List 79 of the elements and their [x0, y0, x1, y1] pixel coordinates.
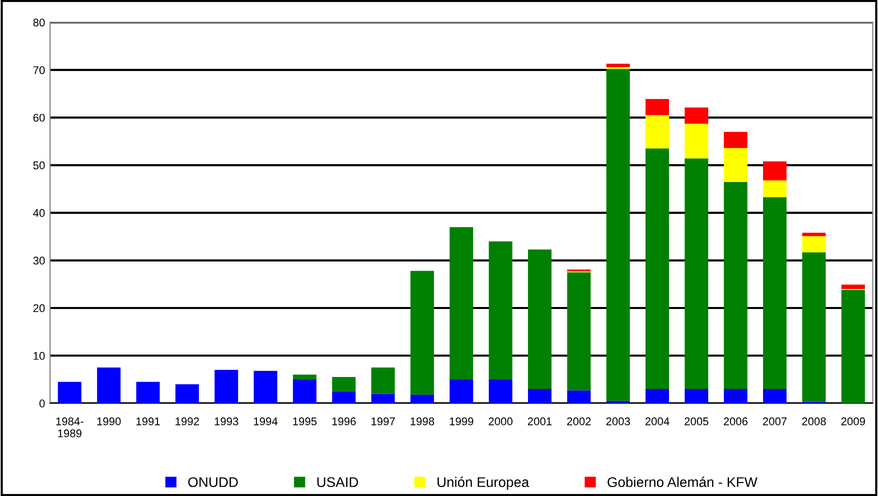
x-tick-label: 2000 — [488, 417, 512, 426]
bar — [646, 388, 670, 404]
bar — [841, 290, 865, 404]
y-tick-label: 60 — [33, 114, 45, 122]
y-tick-label: 10 — [34, 352, 45, 360]
x-tick-label: 1998 — [410, 417, 434, 426]
y-tick-label: 50 — [33, 161, 45, 170]
y-tick-label: 30 — [33, 256, 45, 265]
x-tick-label: 2008 — [802, 417, 826, 426]
bar — [488, 241, 512, 380]
bar — [763, 197, 787, 389]
y-tick-label: 0 — [39, 400, 45, 408]
x-tick-label: 1991 — [136, 417, 160, 426]
x-tick-label: 1990 — [97, 417, 121, 426]
bar — [488, 379, 512, 404]
bar — [410, 270, 434, 395]
x-tick-label: 2003 — [606, 417, 630, 426]
bar — [802, 252, 826, 402]
y-tick-label: 40 — [33, 209, 45, 217]
bar — [567, 390, 591, 404]
bar — [58, 382, 82, 404]
bar — [646, 98, 670, 116]
bar — [450, 379, 474, 404]
bar — [332, 377, 356, 392]
bar — [97, 368, 121, 404]
bar — [724, 132, 748, 148]
bar — [292, 379, 316, 404]
x-tick-label: 1984- 1989 — [56, 417, 84, 438]
bar — [802, 232, 826, 236]
bar — [332, 391, 356, 404]
bar — [802, 236, 826, 252]
x-tick-label: 2004 — [645, 417, 670, 426]
x-tick-label: 2002 — [567, 417, 591, 426]
x-tick-label: 1997 — [372, 417, 395, 426]
legend-label: Gobierno Alemán - KFW — [608, 476, 758, 488]
x-tick-label: 2009 — [841, 417, 865, 426]
bar — [684, 158, 708, 389]
legend-label: ONUDD — [188, 477, 238, 488]
bar — [292, 374, 316, 380]
bar — [763, 180, 787, 198]
bar — [763, 161, 787, 180]
x-tick-label: 1994 — [254, 417, 278, 426]
x-tick-label: 2005 — [684, 417, 708, 426]
legend-label: Unión Europea — [438, 476, 530, 490]
x-tick-label: 1999 — [450, 417, 474, 426]
bar — [763, 388, 787, 404]
bar — [684, 124, 708, 158]
bar — [371, 394, 395, 404]
x-tick-label: 1995 — [293, 417, 317, 426]
bar — [528, 249, 552, 389]
bar — [254, 370, 278, 404]
x-tick-label: 1996 — [332, 417, 356, 426]
bar — [606, 68, 630, 401]
legend-label: USAID — [317, 477, 358, 488]
bar — [646, 115, 670, 148]
bar — [841, 284, 865, 289]
x-tick-label: 2001 — [528, 417, 552, 426]
bar — [136, 382, 160, 404]
x-tick-label: 1993 — [214, 417, 238, 426]
bar — [567, 272, 591, 390]
bar — [724, 388, 748, 404]
bar — [684, 388, 708, 404]
bar — [214, 370, 238, 404]
bar — [724, 182, 748, 389]
bar — [528, 388, 552, 404]
x-tick-label: 1992 — [176, 417, 199, 426]
bar — [175, 384, 199, 404]
y-tick-label: 70 — [33, 66, 45, 74]
bar — [724, 148, 748, 182]
bar — [684, 108, 708, 124]
bar — [410, 394, 434, 404]
x-tick-label: 2007 — [762, 417, 787, 426]
bar — [606, 64, 630, 68]
y-tick-label: 20 — [33, 304, 45, 312]
bar — [371, 368, 395, 394]
bar — [450, 227, 474, 380]
x-tick-label: 2006 — [724, 417, 748, 426]
y-tick-label: 80 — [33, 18, 45, 26]
bar — [646, 148, 670, 389]
